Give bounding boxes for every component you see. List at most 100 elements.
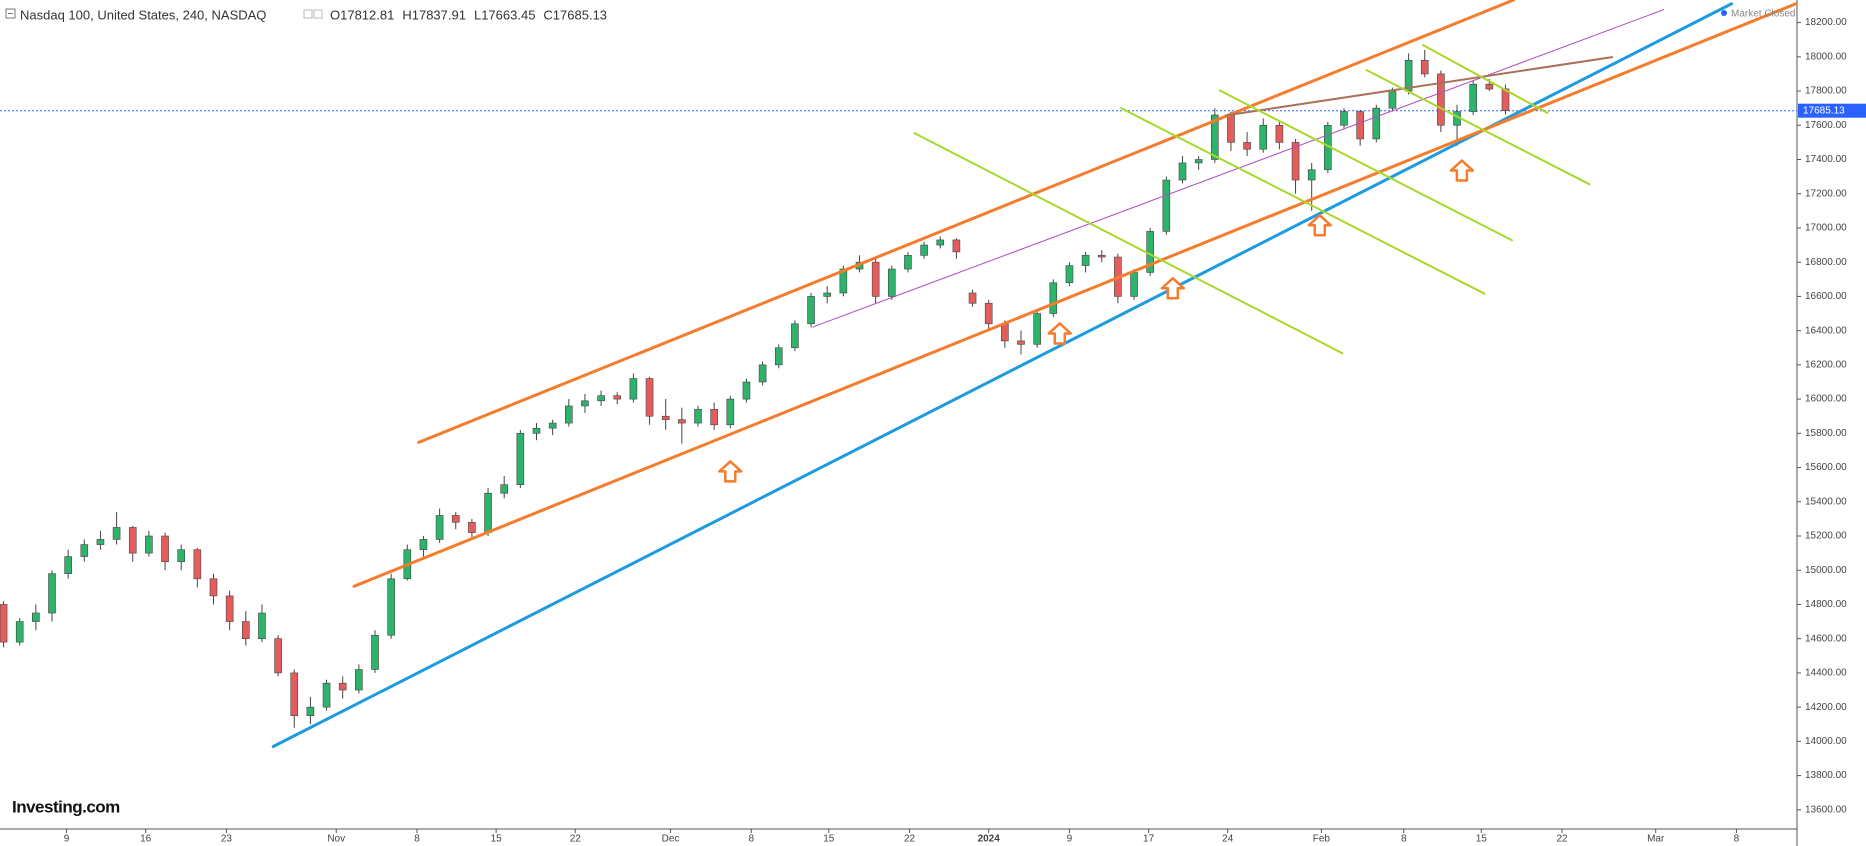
y-tick-label: 16200.00 [1805, 360, 1847, 371]
candle-body [1275, 124, 1284, 143]
x-tick-label: Nov [327, 834, 345, 845]
candle-body [678, 419, 686, 424]
candle-body [1227, 114, 1235, 143]
y-tick-label: 16600.00 [1805, 291, 1847, 302]
y-tick-label: 17400.00 [1805, 154, 1847, 165]
candle-body [1210, 114, 1219, 160]
candle-body [1097, 255, 1106, 258]
signal-arrow [1160, 277, 1186, 300]
candle-body [1340, 111, 1348, 126]
market-status: Market Closed [1731, 9, 1795, 20]
ohlc-value: L17663.45 [474, 7, 535, 22]
y-tick-label: 13600.00 [1805, 804, 1847, 815]
candle-body [774, 347, 783, 366]
x-tick-label: 15 [1476, 834, 1488, 845]
candle-body [48, 573, 56, 614]
y-tick-label: 17000.00 [1805, 223, 1847, 234]
candle-body [1130, 272, 1138, 297]
signal-arrow [1307, 214, 1333, 237]
x-tick-label: 22 [570, 834, 582, 845]
ohlc-value: H17837.91 [402, 7, 466, 22]
candle-body [710, 409, 718, 426]
candle-body [564, 405, 573, 424]
candle-body [516, 433, 525, 485]
trend-line [417, 0, 1516, 444]
candle-body [306, 706, 315, 717]
candle-body [613, 395, 622, 400]
candle-body [338, 682, 347, 691]
y-tick-label: 17200.00 [1805, 188, 1847, 199]
candle-body [1372, 107, 1381, 140]
y-tick-label: 17800.00 [1805, 86, 1847, 97]
candle-body [1420, 59, 1429, 75]
trend-line [1218, 89, 1513, 242]
x-tick-label: 15 [823, 834, 835, 845]
candle-body [581, 400, 589, 407]
candle-body [920, 244, 928, 256]
candle-body [726, 398, 735, 426]
candle-body [871, 261, 880, 297]
y-tick-label: 18000.00 [1805, 51, 1847, 62]
ohlc-value: O17812.81 [330, 7, 394, 22]
candle-body [161, 535, 169, 562]
candle-body [952, 239, 961, 253]
candle-body [791, 323, 799, 349]
candle-body [80, 544, 89, 557]
x-tick-label: 15 [491, 834, 503, 845]
candle-body [1469, 83, 1477, 112]
signal-arrow [1449, 159, 1475, 182]
candle-body [96, 539, 105, 545]
ohlc-value: C17685.13 [543, 7, 607, 22]
y-tick-label: 14200.00 [1805, 702, 1847, 713]
logo: Investing.com [12, 797, 120, 816]
candle-body [274, 638, 282, 674]
candle-body [500, 484, 509, 494]
candle-body [758, 364, 767, 383]
axes: 13600.00 13800.00 14000.00 14200.00 14400.00… [64, 17, 1866, 845]
candle-body [904, 255, 912, 270]
candle-body [32, 612, 40, 622]
x-tick-label: 22 [1556, 834, 1568, 845]
x-tick-label: 9 [1067, 834, 1073, 845]
trend-line [1365, 69, 1591, 186]
x-tick-label: 8 [414, 834, 420, 845]
x-tick-label: 8 [1401, 834, 1407, 845]
x-tick-label: 2024 [978, 834, 1001, 845]
candle-body [355, 669, 363, 691]
y-tick-label: 14400.00 [1805, 668, 1847, 679]
collapse-icon[interactable] [5, 8, 16, 19]
candle-body [322, 682, 331, 708]
candle-body [1485, 83, 1494, 90]
candle-body [1001, 323, 1009, 342]
candle-body [209, 578, 218, 597]
candle-body [532, 427, 541, 434]
y-tick-label: 15800.00 [1805, 428, 1847, 439]
candle-body [242, 621, 250, 639]
y-tick-label: 15000.00 [1805, 565, 1847, 576]
candle-body [1291, 142, 1300, 181]
candle-body [387, 578, 395, 636]
x-tick-label: Dec [662, 834, 680, 845]
x-tick-label: 22 [904, 834, 916, 845]
y-tick-label: 15400.00 [1805, 496, 1847, 507]
signal-arrow [1047, 322, 1073, 345]
candle-body [1017, 340, 1025, 345]
candle-body [193, 549, 202, 580]
last-price-box [1798, 103, 1866, 118]
y-tick-label: 16400.00 [1805, 325, 1847, 336]
trend-line [913, 132, 1344, 355]
x-tick-label: 9 [64, 834, 70, 845]
plot-area [0, 0, 1797, 749]
candle-body [1356, 111, 1364, 140]
candle-body [1033, 313, 1041, 345]
candle-body [839, 268, 848, 294]
candle-body [484, 492, 492, 533]
y-tick-label: 15600.00 [1805, 462, 1847, 473]
candle-body [694, 409, 702, 424]
candle-body [661, 415, 670, 420]
trend-line [1422, 44, 1549, 114]
y-tick-label: 18200.00 [1805, 17, 1847, 28]
candle-body [145, 535, 153, 554]
candle-body [177, 549, 186, 562]
